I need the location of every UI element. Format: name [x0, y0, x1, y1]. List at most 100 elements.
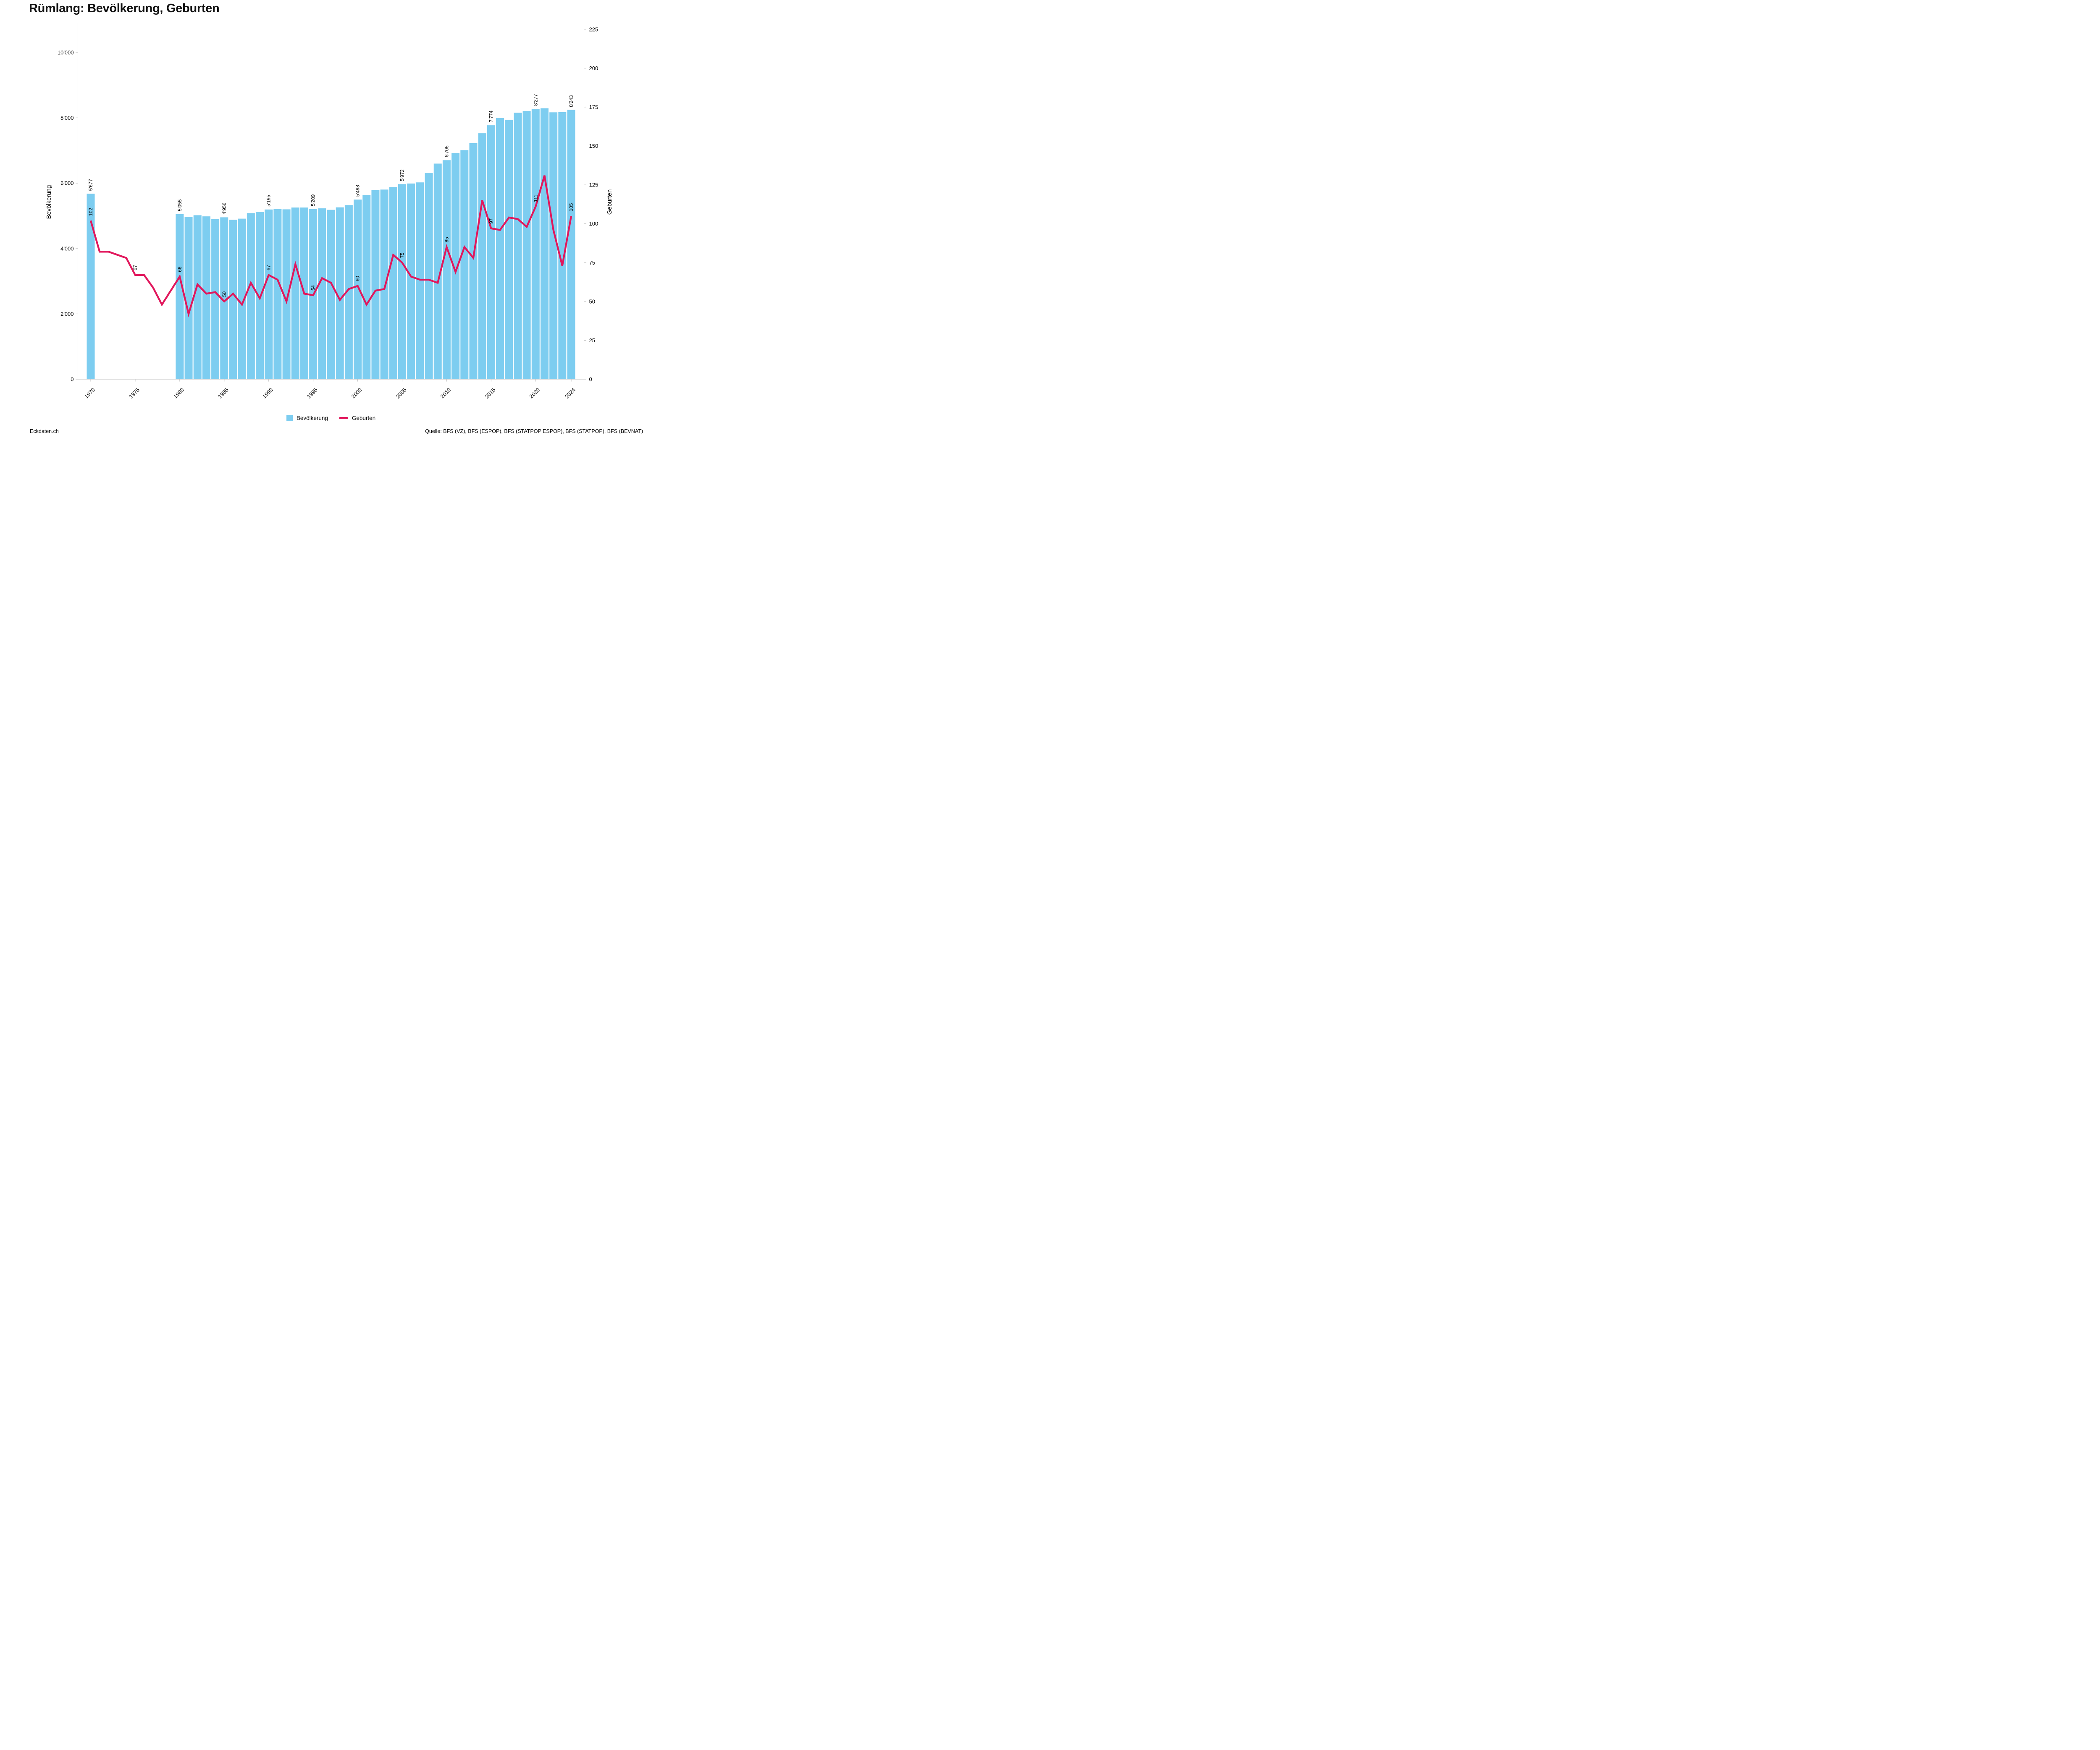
population-bar-2017 [505, 120, 513, 379]
legend-swatch-geburten [339, 417, 348, 419]
x-tick-label: 2005 [395, 387, 408, 400]
legend-swatch-bevoelkerung [286, 415, 293, 421]
population-births-chart: 0 2'000 4'000 6'000 8'000 10'000 0 25 50 75 100 125… [58, 23, 598, 400]
right-tick-label: 150 [589, 143, 598, 149]
left-tick-label: 8'000 [60, 115, 74, 121]
line-value-label-1990: 67 [266, 265, 272, 270]
population-bar-1998 [336, 207, 344, 379]
population-bar-1984 [211, 219, 220, 379]
chart-title: Rümlang: Bevölkerung, Geburten [29, 2, 220, 15]
population-bar-2000 [354, 199, 362, 379]
right-tick-label: 0 [589, 376, 592, 383]
bar-value-label-1980: 5'055 [177, 199, 183, 211]
bar-value-label-2000: 5'498 [355, 185, 361, 197]
left-tick-label: 10'000 [58, 50, 74, 56]
x-tick-label: 1990 [261, 387, 274, 400]
legend-item-bevoelkerung: Bevölkerung [286, 415, 328, 421]
bar-value-label-2015: 7'774 [488, 110, 494, 123]
line-value-label-1975: 67 [133, 265, 138, 270]
population-bar-2003 [380, 189, 388, 379]
right-tick-label: 175 [589, 104, 598, 110]
bar-value-label-2024: 8'243 [569, 95, 574, 107]
right-tick-label: 25 [589, 337, 595, 344]
population-bar-1985 [220, 217, 228, 379]
x-tick-label: 2010 [439, 387, 452, 400]
footer-brand-link[interactable]: Eckdaten.ch [30, 428, 59, 434]
population-bar-1992 [282, 209, 291, 379]
right-tick-label: 200 [589, 65, 598, 71]
population-bar-1993 [291, 207, 299, 379]
x-tick-label: 2015 [483, 387, 496, 400]
x-tick-label: 1980 [172, 387, 185, 400]
bar-value-label-1995: 5'209 [311, 194, 316, 206]
population-bar-1987 [238, 218, 246, 379]
left-tick-label: 0 [71, 376, 74, 383]
line-value-label-1970: 102 [88, 208, 94, 216]
population-bar-2010 [442, 160, 451, 380]
population-bar-1980 [176, 214, 184, 379]
population-bar-1970 [87, 194, 95, 379]
population-bar-2022 [549, 112, 558, 379]
bar-value-label-2010: 6'705 [444, 145, 449, 157]
x-tick-label: 1995 [306, 387, 319, 400]
population-bars [87, 108, 575, 380]
line-value-label-1985: 50 [222, 291, 227, 297]
footer-source-text: Quelle: BFS (VZ), BFS (ESPOP), BFS (STAT… [425, 428, 643, 434]
bar-value-label-1985: 4'956 [222, 202, 227, 214]
population-bar-2023 [558, 112, 567, 379]
population-bar-2009 [433, 163, 442, 379]
population-bar-1982 [193, 215, 202, 379]
population-bar-1983 [202, 216, 210, 379]
right-tick-label: 100 [589, 220, 598, 227]
population-bar-2004 [389, 187, 397, 379]
x-tick-label: 1975 [128, 387, 141, 400]
x-tick-label: 1970 [83, 387, 96, 400]
x-tick-label: 2024 [564, 387, 577, 400]
line-value-label-2005: 75 [399, 252, 405, 258]
population-bar-2015 [487, 125, 495, 380]
right-axis-title: Geburten [606, 189, 613, 215]
population-bar-2008 [425, 173, 433, 379]
population-bar-2020 [531, 109, 540, 379]
population-bar-2001 [362, 195, 371, 379]
population-bar-2013 [469, 143, 478, 379]
population-bar-2002 [371, 190, 380, 379]
line-value-label-2024: 105 [569, 203, 574, 211]
population-bar-1990 [265, 209, 273, 379]
x-tick-label: 2020 [528, 387, 541, 400]
x-tick-label: 2000 [350, 387, 363, 400]
bar-value-label-2020: 8'277 [533, 94, 538, 106]
population-bar-1997 [327, 210, 335, 379]
population-bar-1988 [247, 213, 255, 379]
births-line [89, 175, 572, 317]
legend-label-geburten: Geburten [352, 415, 376, 421]
population-bar-2019 [522, 111, 531, 379]
population-bar-2006 [407, 183, 415, 379]
line-value-label-2015: 97 [488, 218, 494, 224]
population-bar-2005 [398, 184, 406, 379]
bar-value-label-1990: 5'195 [266, 195, 272, 207]
line-value-label-2020: 111 [533, 194, 538, 202]
population-bar-2014 [478, 133, 486, 379]
legend-item-geburten: Geburten [339, 415, 375, 421]
line-value-label-1980: 66 [177, 267, 183, 272]
legend: Bevölkerung Geburten [78, 415, 584, 421]
population-bar-1991 [273, 209, 282, 379]
right-tick-label: 125 [589, 182, 598, 188]
population-bar-1989 [256, 212, 264, 379]
right-tick-label: 50 [589, 298, 595, 304]
right-tick-label: 225 [589, 26, 598, 32]
population-bar-2007 [416, 182, 424, 379]
left-tick-label: 6'000 [60, 180, 74, 186]
population-bar-1996 [318, 208, 326, 379]
x-tick-label: 1985 [217, 387, 230, 400]
line-value-label-1995: 54 [311, 285, 316, 291]
population-bar-1999 [344, 205, 353, 379]
population-bar-2016 [496, 118, 504, 379]
line-value-label-2010: 85 [444, 237, 449, 242]
population-bar-2024 [567, 110, 575, 379]
population-bar-2021 [540, 108, 549, 379]
value-labels: 5'677 5'055 4'956 5'195 5'209 5'498 5'972 6'705… [88, 94, 574, 297]
population-bar-2011 [452, 153, 460, 380]
population-bar-1981 [184, 217, 193, 379]
